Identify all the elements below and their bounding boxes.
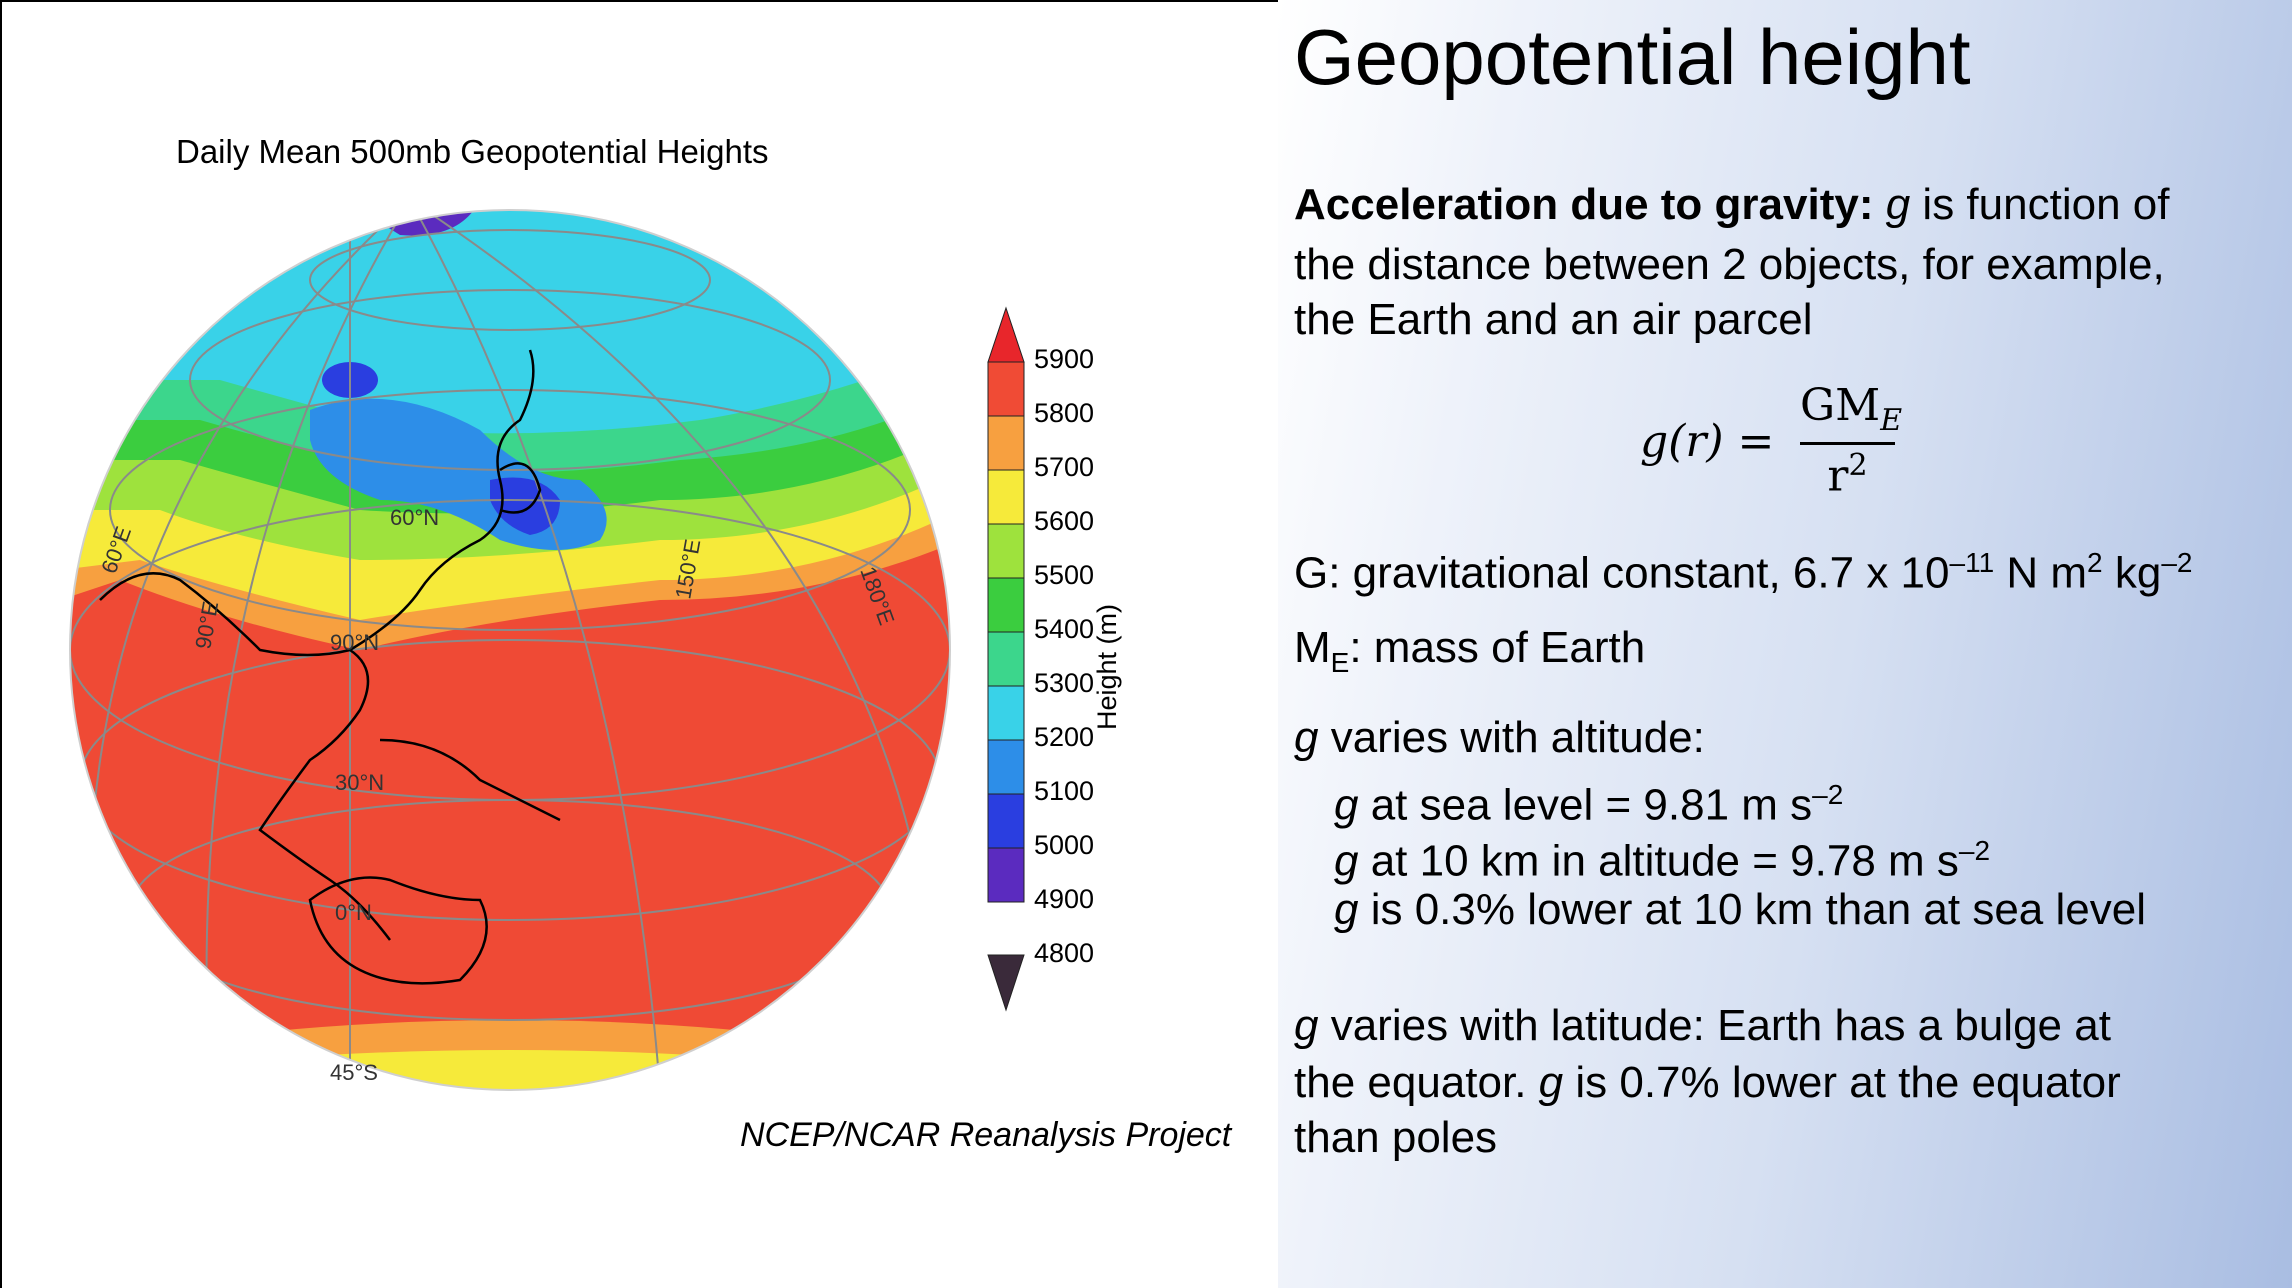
southern-yellow-band (70, 1050, 950, 1090)
intro-text: is function of (1910, 180, 2170, 229)
colorbar-cell (987, 469, 1025, 525)
fraction-bar (1800, 442, 1895, 445)
intro-bold: Acceleration due to gravity: (1294, 180, 1874, 229)
colorbar-cells (987, 361, 1025, 903)
colorbar-axis-label: Height (m) (1092, 603, 1122, 730)
gravitational-constant: G: gravitational constant, 6.7 x 10–11 N… (1294, 547, 2193, 598)
data-credit: NCEP/NCAR Reanalysis Project (740, 1116, 1232, 1154)
globe-map: 90°N 30°N 0°N 45°S 60°N 60°E 90°E 150°E … (69, 209, 951, 1091)
slide-title: Geopotential height (1294, 13, 1971, 101)
colorbar-tick-label: 5700 (1034, 452, 1095, 482)
colorbar-tick-label: 5200 (1034, 722, 1095, 752)
intro-line-2: the distance between 2 objects, for exam… (1294, 240, 2165, 289)
colorbar-cell (987, 415, 1025, 471)
colorbar-cell (987, 631, 1025, 687)
latitude-line-3: than poles (1294, 1113, 1498, 1162)
colorbar-tick-label: 5600 (1034, 506, 1095, 536)
grid-label: 60°N (390, 505, 439, 530)
altitude-difference: g is 0.3% lower at 10 km than at sea lev… (1334, 885, 2146, 934)
map-title: Daily Mean 500mb Geopotential Heights (176, 133, 769, 170)
colorbar-tick-label: 5300 (1034, 668, 1095, 698)
colorbar-tick-label: 4800 (1034, 938, 1095, 968)
colorbar-cell (987, 577, 1025, 633)
colorbar-tick-label: 5400 (1034, 614, 1095, 644)
trough-deep-blue (490, 477, 560, 535)
colorbar-bottom-arrow (987, 954, 1025, 1012)
colorbar-tick-label: 5900 (1034, 344, 1095, 374)
colorbar-tick-label: 5100 (1034, 776, 1095, 806)
altitude-heading: g varies with altitude: (1294, 713, 1705, 762)
colorbar-cell (987, 739, 1025, 795)
colorbar-cell (987, 361, 1025, 417)
altitude-sea-level: g at sea level = 9.81 m s–2 (1334, 779, 1844, 830)
latitude-line-1: g varies with latitude: Earth has a bulg… (1294, 1001, 2111, 1050)
colorbar-tick-label: 4900 (1034, 884, 1095, 914)
colorbar-tick-label: 5500 (1034, 560, 1095, 590)
formula-lhs: g(r) = (1640, 416, 1775, 467)
grid-label: 30°N (335, 770, 384, 795)
colorbar-cell (987, 793, 1025, 849)
colorbar-top-arrow (987, 306, 1025, 363)
globe-outline (69, 209, 951, 1091)
formula-denominator: r2 (1827, 448, 1868, 502)
colorbar-cell (987, 523, 1025, 579)
colorbar-cell (987, 847, 1025, 903)
intro-line-1: Acceleration due to gravity: g is functi… (1294, 177, 2169, 233)
top-border (0, 0, 1278, 2)
earth-mass: ME: mass of Earth (1294, 623, 1646, 678)
latitude-line-2: the equator. g is 0.7% lower at the equa… (1294, 1058, 2121, 1107)
grid-label: 45°S (330, 1060, 378, 1085)
intro-line-3: the Earth and an air parcel (1294, 295, 1813, 344)
grid-label: 0°N (335, 900, 372, 925)
left-border (0, 0, 2, 1288)
grid-label: 90°N (330, 630, 379, 655)
formula-numerator: GME (1800, 380, 1903, 438)
colorbar-tick-label: 5800 (1034, 398, 1095, 428)
colorbar-cell (987, 685, 1025, 741)
altitude-10km: g at 10 km in altitude = 9.78 m s–2 (1334, 835, 1991, 886)
colorbar-tick-label: 5000 (1034, 830, 1095, 860)
g-symbol: g (1885, 180, 1911, 229)
text-panel-background (1278, 0, 2292, 1288)
colorbar (987, 306, 1025, 1012)
